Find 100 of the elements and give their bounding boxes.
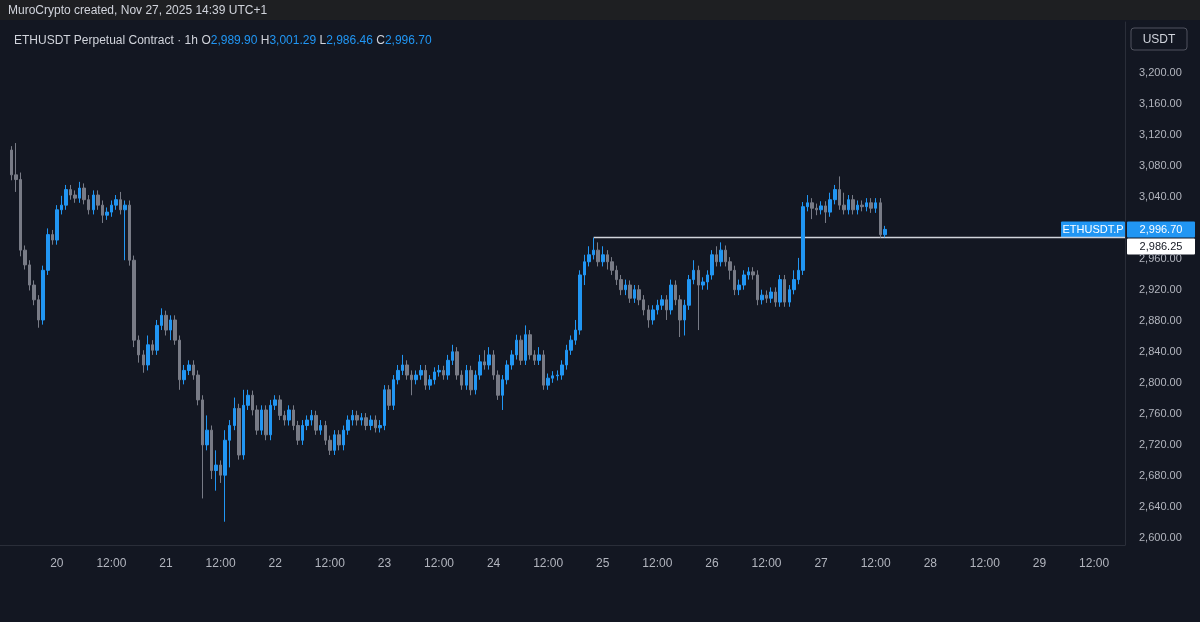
x-tick-label: 27	[814, 556, 829, 570]
candlestick	[860, 199, 864, 212]
x-tick-label: 28	[923, 556, 938, 570]
candlestick	[847, 194, 850, 215]
candlestick	[164, 310, 168, 336]
x-tick-label: 12:00	[642, 556, 673, 570]
candlestick	[879, 197, 882, 239]
candlestick	[633, 284, 636, 304]
candlestick	[210, 425, 213, 480]
candlestick	[487, 346, 491, 371]
candlestick	[469, 365, 473, 396]
candlestick	[151, 339, 154, 356]
candlestick	[660, 294, 664, 311]
candlestick	[524, 324, 527, 366]
x-tick-label: 12:00	[969, 556, 1001, 570]
y-tick-label: 2,680.00	[1139, 469, 1182, 482]
x-tick-label: 12:00	[1079, 556, 1110, 570]
candlestick	[78, 181, 81, 204]
x-tick-label: 12:00	[533, 556, 564, 570]
candlestick	[119, 191, 122, 215]
x-tick-label: 12:00	[751, 556, 782, 570]
candlestick	[601, 245, 605, 267]
candlestick	[519, 334, 523, 366]
y-tick-label: 3,200.00	[1139, 65, 1182, 78]
candlestick	[542, 349, 545, 391]
candlestick	[374, 414, 377, 433]
text: 2,986.25	[1139, 240, 1183, 253]
candlestick	[778, 274, 782, 308]
candlestick	[424, 364, 427, 391]
candlestick	[465, 364, 468, 391]
x-tick-label: 22	[268, 556, 283, 570]
candlestick	[874, 197, 877, 214]
candlestick	[51, 229, 54, 246]
candlestick	[765, 289, 768, 304]
x-tick-label: 23	[377, 556, 392, 570]
x-tick-label: 12:00	[423, 556, 455, 570]
candlestick	[824, 200, 827, 224]
candlestick	[146, 334, 150, 371]
candlestick	[856, 199, 859, 215]
candlestick	[483, 349, 486, 371]
candlestick	[205, 414, 209, 451]
text: 2,996.70	[1139, 223, 1183, 236]
annotation: O2,989.90	[201, 33, 258, 47]
x-tick-label: 12:00	[860, 556, 892, 570]
candlestick	[264, 404, 268, 441]
candlestick	[537, 346, 541, 366]
candlestick	[628, 279, 632, 304]
candlestick	[92, 189, 95, 215]
annotation: H3,001.29	[260, 33, 317, 47]
y-tick-label: 3,080.00	[1139, 158, 1182, 171]
candlestick	[237, 403, 241, 461]
y-tick-label: 2,880.00	[1139, 313, 1182, 326]
annotation: ETHUSDT.P	[1062, 223, 1124, 236]
x-tick-label: 21	[159, 556, 174, 570]
x-tick-label: 12:00	[96, 556, 127, 570]
annotation: C2,996.70	[376, 33, 432, 47]
y-tick-label: 3,040.00	[1139, 189, 1182, 202]
candlestick	[596, 241, 600, 267]
candlestick	[142, 349, 145, 374]
candlestick	[219, 459, 222, 484]
x-tick-label: 29	[1032, 556, 1047, 570]
candlestick	[233, 397, 236, 431]
candlestick	[651, 304, 655, 326]
candlestick	[123, 199, 127, 261]
y-tick-label: 2,640.00	[1139, 500, 1182, 513]
text: ETHUSDT Perpetual Contract · 1h	[14, 33, 198, 47]
candlestick	[442, 365, 445, 381]
x-tick-label: 12:00	[205, 556, 236, 570]
candlestick	[73, 189, 77, 204]
y-tick-label: 3,160.00	[1139, 96, 1182, 109]
x-tick-label: 26	[705, 556, 719, 570]
text: MuroCrypto created, Nov 27, 2025 14:39 UTC+1	[8, 3, 268, 17]
candlestick	[665, 294, 668, 321]
candlestick	[169, 314, 172, 341]
candlestick	[528, 329, 532, 361]
y-tick-label: 2,760.00	[1139, 407, 1182, 420]
y-tick-label: 2,600.00	[1139, 531, 1182, 544]
candlestick	[624, 279, 627, 296]
y-tick-label: 2,960.00	[1139, 251, 1182, 264]
candlestick	[647, 304, 650, 329]
candlestick	[287, 404, 291, 426]
candlestick	[337, 429, 341, 451]
candlestick	[883, 225, 887, 238]
candlestick	[355, 410, 359, 426]
y-axis-title: USDT	[1142, 32, 1176, 46]
x-tick-label: 12:00	[314, 556, 346, 570]
candlestick	[64, 184, 68, 211]
candlestick	[260, 404, 263, 436]
candlestick	[869, 197, 873, 214]
candlestick	[214, 449, 218, 492]
candlestick	[715, 245, 718, 267]
candlestick	[819, 200, 823, 215]
candlestick	[865, 197, 868, 212]
candlestick	[697, 265, 700, 331]
x-tick-label: 25	[596, 556, 610, 570]
candlestick	[333, 429, 336, 456]
candlestick	[369, 414, 373, 431]
candlestick	[719, 241, 723, 267]
candlestick	[760, 289, 764, 305]
candlestick	[783, 274, 786, 308]
